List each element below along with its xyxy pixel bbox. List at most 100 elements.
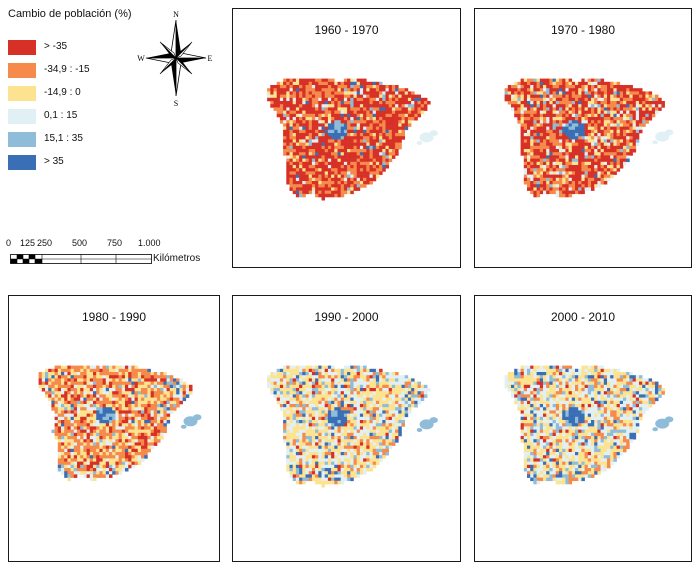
municipality-cell xyxy=(379,81,383,86)
municipality-cell xyxy=(73,400,78,405)
municipality-cell xyxy=(286,368,290,373)
municipality-cell xyxy=(549,152,553,156)
municipality-cell xyxy=(363,445,367,450)
municipality-cell xyxy=(414,101,418,105)
municipality-cell xyxy=(395,145,399,150)
municipality-cell xyxy=(115,410,119,414)
municipality-cell xyxy=(308,85,313,89)
municipality-cell xyxy=(38,372,43,376)
municipality-cell xyxy=(366,439,370,443)
municipality-cell xyxy=(299,94,303,99)
municipality-cell xyxy=(533,171,537,175)
municipality-cell xyxy=(295,88,300,92)
municipality-cell xyxy=(610,133,614,137)
municipality-cell xyxy=(173,404,177,408)
municipality-cell xyxy=(398,400,402,405)
municipality-cell xyxy=(603,110,608,115)
municipality-cell xyxy=(286,113,290,118)
municipality-cell xyxy=(343,365,348,370)
municipality-cell xyxy=(587,174,592,179)
municipality-cell xyxy=(286,142,290,147)
municipality-cell xyxy=(327,88,332,92)
municipality-cell xyxy=(575,142,579,147)
municipality-cell xyxy=(99,397,103,402)
municipality-cell xyxy=(61,365,65,370)
municipality-cell xyxy=(552,133,557,137)
municipality-cell xyxy=(571,88,576,92)
municipality-cell xyxy=(343,139,348,143)
municipality-cell xyxy=(276,378,281,382)
municipality-cell xyxy=(350,445,354,450)
municipality-cell xyxy=(340,368,345,373)
island xyxy=(655,131,670,142)
municipality-cell xyxy=(311,136,316,140)
municipality-cell xyxy=(395,149,399,153)
municipality-cell xyxy=(334,400,338,405)
municipality-cell xyxy=(80,471,84,475)
municipality-cell xyxy=(299,445,303,450)
municipality-cell xyxy=(594,129,598,134)
municipality-cell xyxy=(305,129,309,134)
municipality-cell xyxy=(267,384,271,389)
municipality-cell xyxy=(302,139,306,143)
municipality-cell xyxy=(523,168,528,172)
municipality-cell xyxy=(64,378,68,382)
municipality-cell xyxy=(565,190,569,195)
municipality-cell xyxy=(635,129,640,134)
municipality-cell xyxy=(340,91,345,95)
municipality-cell xyxy=(398,101,402,105)
municipality-cell xyxy=(555,161,560,166)
municipality-cell xyxy=(299,120,303,124)
municipality-cell xyxy=(125,410,129,414)
municipality-cell xyxy=(176,400,180,405)
municipality-cell xyxy=(324,416,329,421)
municipality-cell xyxy=(305,177,309,182)
municipality-cell xyxy=(292,368,297,373)
municipality-cell xyxy=(527,184,531,188)
municipality-cell xyxy=(536,187,541,191)
municipality-cell xyxy=(334,413,338,418)
municipality-cell xyxy=(315,391,319,395)
municipality-cell xyxy=(639,94,643,99)
municipality-cell xyxy=(51,400,55,405)
municipality-cell xyxy=(141,413,145,418)
municipality-cell xyxy=(121,445,126,450)
municipality-cell xyxy=(331,123,335,127)
municipality-cell xyxy=(302,142,306,147)
municipality-cell xyxy=(530,126,534,131)
municipality-cell xyxy=(578,133,582,137)
municipality-cell xyxy=(324,171,329,175)
municipality-cell xyxy=(591,174,595,179)
municipality-cell xyxy=(150,426,155,430)
municipality-cell xyxy=(559,113,563,118)
municipality-cell xyxy=(350,110,354,115)
municipality-cell xyxy=(581,129,585,134)
municipality-cell xyxy=(73,410,78,414)
municipality-cell xyxy=(327,177,332,182)
municipality-cell xyxy=(616,94,621,99)
municipality-cell xyxy=(546,123,550,127)
municipality-cell xyxy=(292,97,297,102)
municipality-cell xyxy=(318,448,322,453)
municipality-cell xyxy=(565,177,569,182)
municipality-cell xyxy=(83,388,87,392)
municipality-cell xyxy=(565,101,569,105)
municipality-cell xyxy=(283,107,287,111)
municipality-cell xyxy=(417,110,421,115)
municipality-cell xyxy=(308,120,313,124)
municipality-cell xyxy=(610,107,614,111)
municipality-cell xyxy=(77,468,81,472)
municipality-cell xyxy=(353,365,357,370)
municipality-cell xyxy=(347,187,351,191)
municipality-cell xyxy=(105,391,110,395)
municipality-cell xyxy=(327,429,332,434)
municipality-cell xyxy=(292,439,297,443)
municipality-cell xyxy=(125,461,129,466)
municipality-cell xyxy=(366,378,370,382)
municipality-cell xyxy=(83,404,87,408)
municipality-cell xyxy=(331,400,335,405)
municipality-cell xyxy=(423,394,428,398)
island xyxy=(665,129,674,136)
municipality-cell xyxy=(315,123,319,127)
municipality-cell xyxy=(391,420,396,424)
